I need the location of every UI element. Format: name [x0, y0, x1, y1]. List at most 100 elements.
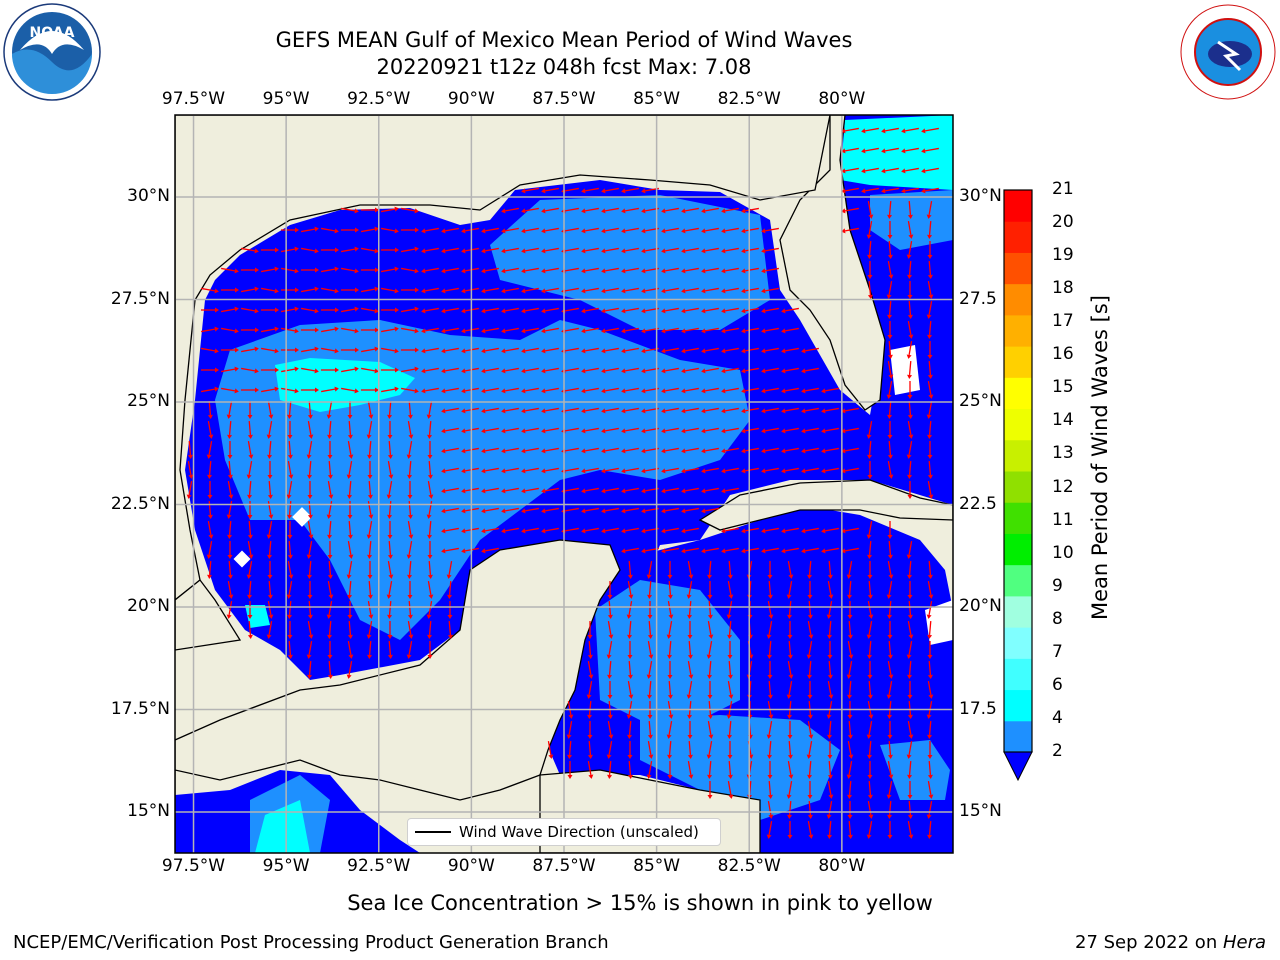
wave-arrow-head-356	[441, 408, 446, 414]
wave-arrow-head-314	[315, 387, 319, 393]
wave-arrow-head-358	[481, 408, 486, 414]
wave-arrow-head-348	[287, 414, 293, 419]
wave-arrow-head-240	[927, 334, 933, 339]
wave-arrow-567	[564, 527, 579, 532]
wave-arrow-head-747	[787, 654, 793, 659]
wave-arrow-head-14	[921, 168, 926, 174]
wave-arrow-738	[608, 641, 613, 656]
wave-arrow-869	[908, 760, 912, 776]
lon-tick-top: 82.5°W	[717, 89, 781, 109]
colorbar-tick: 18	[1052, 278, 1074, 299]
wave-arrow-head-371	[741, 408, 746, 414]
wave-arrow-head-793	[928, 694, 934, 699]
wave-arrow-head-144	[254, 286, 259, 292]
wave-arrow-head-597	[481, 548, 486, 554]
wave-arrow-358	[484, 407, 499, 412]
wave-arrow-head-141	[927, 274, 933, 279]
wave-arrow-head-508	[481, 488, 486, 494]
wave-arrow-821	[728, 720, 732, 736]
wave-arrow-head-740	[648, 654, 654, 659]
wave-arrow-head-152	[415, 287, 419, 293]
wave-arrow-298	[664, 367, 679, 372]
wave-arrow-head-163	[621, 288, 626, 294]
wave-arrow-345	[228, 401, 233, 416]
wave-arrow-837	[647, 741, 652, 756]
wave-arrow-head-669	[907, 595, 913, 599]
wave-arrow-head-266	[701, 348, 706, 354]
wave-arrow-472	[524, 467, 539, 472]
wave-arrow-head-288	[461, 368, 466, 374]
map-subtitle: 20220921 t12z 048h fcst Max: 7.08	[376, 55, 752, 79]
wave-arrow-174	[927, 281, 932, 296]
wave-arrow-78	[928, 220, 932, 236]
wave-arrow-head-722	[808, 634, 814, 639]
wave-arrow-head-760	[627, 674, 633, 679]
wave-arrow-head-470	[481, 468, 486, 474]
wave-arrow-267	[724, 347, 739, 352]
wave-arrow-head-721	[787, 635, 793, 639]
wave-arrow-head-310	[234, 388, 239, 394]
wave-arrow-head-537	[481, 508, 486, 514]
wave-arrow-208	[201, 328, 216, 333]
wave-arrow-648	[348, 580, 352, 596]
wave-arrow-307	[908, 360, 912, 376]
wave-arrow-543	[604, 507, 619, 512]
wave-arrow-520	[724, 487, 739, 492]
wave-arrow-head-867	[867, 775, 873, 779]
wave-arrow-head-645	[286, 594, 292, 599]
wave-arrow-643	[248, 580, 252, 596]
wave-arrow-466	[408, 460, 412, 476]
wave-arrow-299	[684, 367, 699, 372]
wave-arrow-725	[868, 621, 873, 636]
wave-arrow-head-312	[274, 386, 279, 392]
wave-arrow-head-549	[208, 534, 214, 539]
wave-arrow-head-377	[887, 414, 893, 419]
wave-arrow-300	[704, 367, 719, 372]
wave-arrow-head-710	[447, 634, 453, 639]
wave-arrow-878	[848, 780, 852, 796]
wave-arrow-713	[628, 620, 632, 636]
wave-arrow-head-24	[881, 188, 886, 194]
wave-arrow-602	[704, 547, 719, 552]
wave-arrow-head-132	[661, 268, 666, 274]
wave-arrow-head-262	[621, 348, 626, 354]
wave-arrow-head-671	[226, 614, 232, 619]
wave-arrow-head-680	[407, 614, 413, 619]
wave-arrow-229	[624, 327, 639, 332]
wave-arrow-45	[867, 201, 872, 216]
wave-arrow-head-148	[334, 288, 339, 294]
wave-arrow-head-807	[826, 714, 832, 719]
wave-arrow-head-283	[374, 368, 379, 374]
wave-arrow-142	[201, 287, 216, 292]
wave-arrow-37	[624, 207, 639, 212]
wave-arrow-457	[228, 460, 232, 476]
wave-arrow-head-282	[354, 366, 359, 372]
wave-arrow-head-247	[334, 348, 339, 354]
wave-arrow-head-717	[708, 634, 714, 639]
wave-arrow-head-540	[541, 508, 546, 514]
wave-arrow-head-353	[387, 414, 393, 419]
wave-arrow-397	[544, 427, 559, 432]
wave-arrow-head-610	[867, 554, 873, 559]
wave-arrow-head-284	[395, 367, 399, 373]
wave-arrow-443	[704, 447, 719, 452]
wave-arrow-head-646	[307, 595, 313, 599]
wave-arrow-235	[744, 327, 759, 332]
wave-arrow-head-318	[394, 386, 399, 392]
wave-arrow-163	[624, 287, 639, 292]
wave-arrow-head-30	[414, 208, 419, 214]
wave-arrow-head-7	[881, 148, 886, 154]
wave-arrow-head-756	[327, 674, 333, 679]
wave-arrow-head-544	[621, 508, 626, 514]
wave-arrow-286	[424, 367, 439, 372]
wave-arrow-head-561	[441, 528, 446, 534]
wave-arrow-304	[784, 367, 799, 372]
wave-arrow-head-578	[801, 528, 806, 534]
wave-arrow-head-489	[867, 475, 873, 479]
lat-tick-left: 22.5°N	[110, 493, 170, 514]
wave-arrow-head-343	[928, 394, 934, 399]
wave-arrow-333	[684, 387, 699, 392]
wave-arrow-239	[907, 321, 912, 336]
wave-arrow-535	[444, 507, 459, 512]
